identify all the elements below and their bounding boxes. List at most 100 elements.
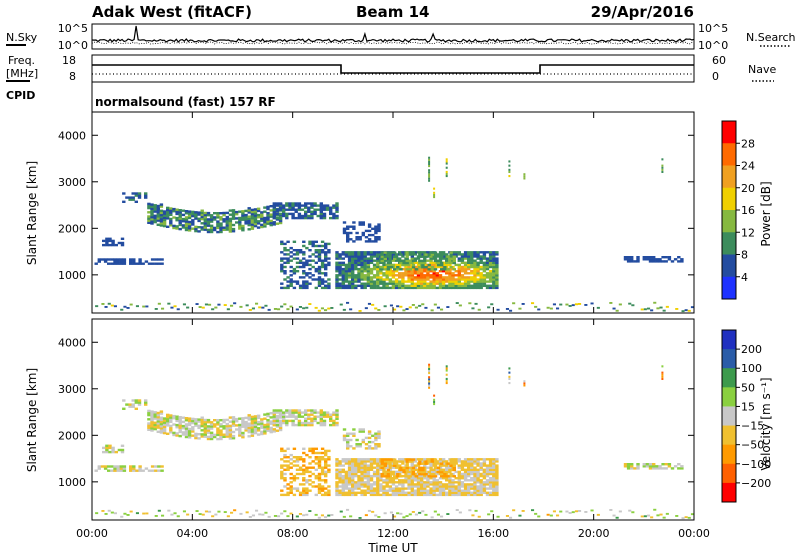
velocity-cell — [404, 477, 408, 480]
power-cell — [467, 267, 471, 271]
power-cell — [358, 236, 362, 239]
velocity-cell — [282, 417, 286, 420]
velocity-cell — [430, 473, 434, 476]
velocity-cell — [470, 458, 474, 461]
power-cell — [216, 212, 220, 215]
velocity-cell — [367, 445, 372, 448]
power-cell — [137, 196, 142, 199]
power-cell — [298, 249, 303, 252]
velocity-cell — [360, 489, 364, 492]
velocity-cell — [438, 483, 443, 486]
velocity-cell — [272, 413, 276, 416]
velocity-cell — [263, 425, 267, 429]
velocity-cell — [357, 481, 361, 484]
power-cell — [379, 286, 383, 290]
power-cell — [250, 219, 255, 222]
velocity-cell — [436, 466, 441, 470]
velocity-cell — [324, 516, 328, 519]
velocity-cell — [435, 493, 439, 497]
power-cell — [324, 272, 328, 275]
velocity-cell — [460, 483, 465, 486]
power-cell — [398, 265, 402, 269]
velocity-cell — [320, 472, 325, 476]
power-cell — [280, 259, 284, 262]
power-cell — [314, 255, 318, 258]
velocity-cell — [495, 485, 499, 488]
velocity-cell — [228, 433, 233, 436]
velocity-cell — [351, 481, 355, 484]
power-cell — [626, 256, 631, 259]
velocity-cell — [492, 462, 496, 465]
velocity-cell — [383, 512, 387, 515]
velocity-cell — [219, 431, 223, 434]
velocity-cell — [327, 491, 331, 494]
velocity-cell — [211, 515, 215, 518]
power-cell — [367, 225, 372, 228]
power-cell — [377, 238, 381, 241]
power-cell — [159, 203, 164, 206]
velocity-cell — [228, 420, 233, 423]
velocity-cell — [446, 462, 450, 465]
power-cell — [690, 306, 694, 309]
power-cell — [314, 306, 318, 309]
velocity-cell — [436, 470, 441, 474]
velocity-cell — [383, 475, 387, 478]
velocity-cell — [399, 468, 403, 472]
power-cell — [448, 284, 452, 287]
power-cell — [222, 228, 226, 231]
velocity-cell — [495, 493, 499, 497]
power-cell — [449, 266, 453, 269]
power-cell — [428, 165, 431, 168]
velocity-cell — [197, 418, 201, 421]
velocity-cell — [432, 481, 436, 484]
velocity-cell — [386, 475, 391, 478]
power-cell — [275, 218, 280, 221]
velocity-cell — [300, 415, 305, 418]
velocity-cell — [408, 513, 412, 516]
velocity-cell — [492, 485, 496, 488]
velocity-cell — [438, 487, 443, 490]
velocity-cell — [329, 419, 333, 423]
power-cell — [416, 286, 421, 290]
power-cell — [546, 306, 550, 309]
power-cell — [645, 256, 650, 259]
power-cell — [311, 240, 315, 243]
velocity-cell — [347, 481, 352, 484]
power-cell — [429, 257, 433, 260]
velocity-cell — [680, 465, 684, 468]
velocity-cell — [231, 430, 236, 434]
velocity-cell — [295, 472, 300, 476]
velocity-cell — [414, 513, 418, 516]
velocity-cell — [241, 419, 245, 422]
power-cell — [382, 280, 386, 283]
velocity-cell — [445, 369, 448, 372]
velocity-cell — [235, 417, 239, 421]
power-cell — [125, 196, 129, 199]
velocity-cell — [460, 477, 465, 480]
velocity-cell — [335, 489, 339, 492]
velocity-cell — [631, 511, 635, 514]
power-cell — [169, 213, 173, 216]
velocity-cell — [104, 513, 108, 515]
power-cell — [300, 214, 305, 218]
power-colorbar-label: Power [dB] — [759, 181, 773, 246]
power-cell — [410, 276, 414, 279]
power-cell — [354, 251, 358, 254]
power-cell — [322, 206, 327, 209]
power-cell — [451, 276, 455, 279]
velocity-cell — [440, 468, 444, 472]
velocity-cell — [426, 466, 430, 469]
power-cell — [317, 284, 322, 287]
power-cell — [457, 278, 461, 281]
power-cell — [438, 259, 443, 262]
velocity-cell — [117, 448, 122, 452]
power-cell — [473, 265, 477, 269]
velocity-cell — [441, 470, 446, 474]
power-cell — [327, 278, 331, 281]
power-cell — [305, 261, 309, 264]
velocity-cell — [360, 462, 364, 465]
velocity-cell — [298, 458, 303, 461]
power-cell — [440, 261, 444, 265]
velocity-cell — [122, 399, 126, 402]
velocity-cell — [479, 466, 483, 469]
